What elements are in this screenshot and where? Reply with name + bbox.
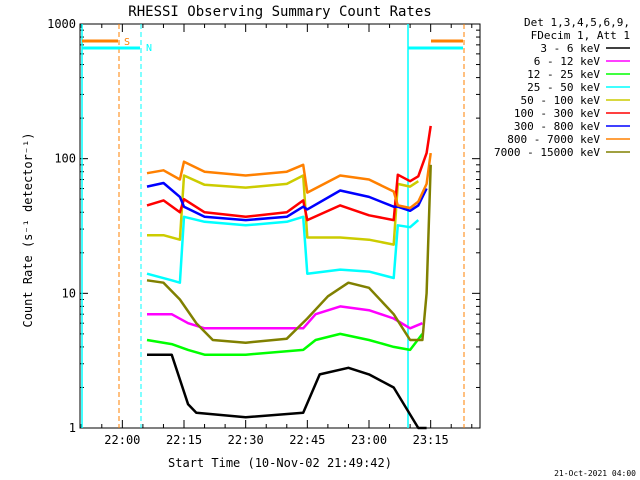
x-tick-label: 22:15 xyxy=(166,433,202,447)
x-tick-label: 22:30 xyxy=(228,433,264,447)
y-tick-label: 1 xyxy=(69,421,76,435)
legend-label: 100 - 300 keV xyxy=(514,107,600,120)
x-axis-label: Start Time (10-Nov-02 21:49:42) xyxy=(168,456,392,470)
night-flag-label: N xyxy=(146,43,152,54)
legend-label: 800 - 7000 keV xyxy=(507,133,600,146)
x-tick-label: 22:00 xyxy=(104,433,140,447)
saa-flag-label: S xyxy=(124,37,130,48)
plot-area: 1 10 100 1000 22:00 22:15 22:30 22:45 23:00 23:15… xyxy=(47,17,481,447)
plot-frame xyxy=(79,23,481,429)
series-line-12-25-kev xyxy=(146,332,424,356)
legend-label: 50 - 100 keV xyxy=(521,94,601,107)
legend-label: 25 - 50 keV xyxy=(527,81,600,94)
x-tick-label: 23:00 xyxy=(351,433,387,447)
timestamp: 21-Oct-2021 04:00 xyxy=(554,469,636,478)
y-tick-label: 1000 xyxy=(47,17,76,31)
series-line-50-100-kev xyxy=(147,174,419,246)
series-line-100-300-kev xyxy=(146,125,432,222)
chart-title: RHESSI Observing Summary Count Rates xyxy=(128,4,431,20)
series-line-7000-15000-kev xyxy=(146,164,432,344)
series-line-800-7000-kev xyxy=(146,152,432,210)
y-tick-label: 100 xyxy=(54,152,76,166)
legend: Det 1,3,4,5,6,9, FDecim 1, Att 1 3 - 6 k… xyxy=(494,16,630,159)
legend-label: 300 - 800 keV xyxy=(514,120,600,133)
x-tick-label: 22:45 xyxy=(289,433,325,447)
x-tick-label: 23:15 xyxy=(413,433,449,447)
legend-header-line: Det 1,3,4,5,6,9, xyxy=(524,16,630,29)
legend-label: 6 - 12 keV xyxy=(534,55,601,68)
legend-label: 3 - 6 keV xyxy=(540,42,600,55)
legend-label: 7000 - 15000 keV xyxy=(494,146,600,159)
y-tick-label: 10 xyxy=(62,286,76,300)
series-line-3-6-kev xyxy=(147,353,427,430)
y-axis-label: Count Rate (s⁻¹ detector⁻¹) xyxy=(21,132,35,327)
legend-header-line: FDecim 1, Att 1 xyxy=(531,29,630,42)
series-line-25-50-kev xyxy=(146,215,420,284)
series-line-300-800-kev xyxy=(146,181,428,222)
legend-label: 12 - 25 keV xyxy=(527,68,600,81)
